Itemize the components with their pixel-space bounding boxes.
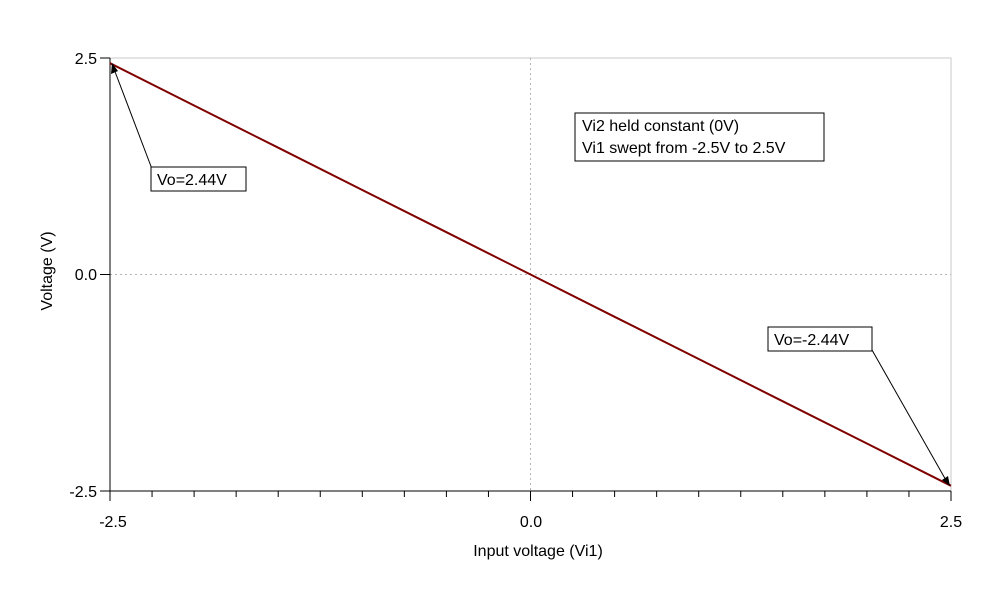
- y-major-ticks: [100, 57, 110, 492]
- note-box: [574, 112, 825, 162]
- y-tick-label-bottom: -2.5: [69, 484, 97, 501]
- x-tick-label-right: 2.5: [940, 514, 962, 531]
- annotation-2-leader: [871, 349, 948, 483]
- note-line-2: Vi1 swept from -2.5V to 2.5V: [582, 140, 786, 157]
- annotation-1-box: [150, 166, 247, 192]
- y-tick-label-top: 2.5: [75, 51, 97, 68]
- x-minor-ticks: [109, 491, 952, 501]
- x-tick-label-mid: 0.0: [520, 514, 542, 531]
- annotation-2-arrowhead: [942, 476, 950, 486]
- annotation-1-text: Vo=2.44V: [157, 172, 227, 189]
- annotation-1-arrowhead: [111, 63, 118, 74]
- x-axis-label: Input voltage (Vi1): [473, 543, 603, 560]
- x-tick-label-left: -2.5: [99, 514, 127, 531]
- series-line: [109, 62, 952, 487]
- y-tick-label-mid: 0.0: [75, 267, 97, 284]
- note-line-1: Vi2 held constant (0V): [582, 118, 739, 135]
- annotation-2-text: Vo=-2.44V: [774, 332, 850, 349]
- y-axis-label: Voltage (V): [39, 231, 56, 310]
- annotation-1-leader: [113, 68, 153, 170]
- annotation-2-box: [767, 326, 873, 352]
